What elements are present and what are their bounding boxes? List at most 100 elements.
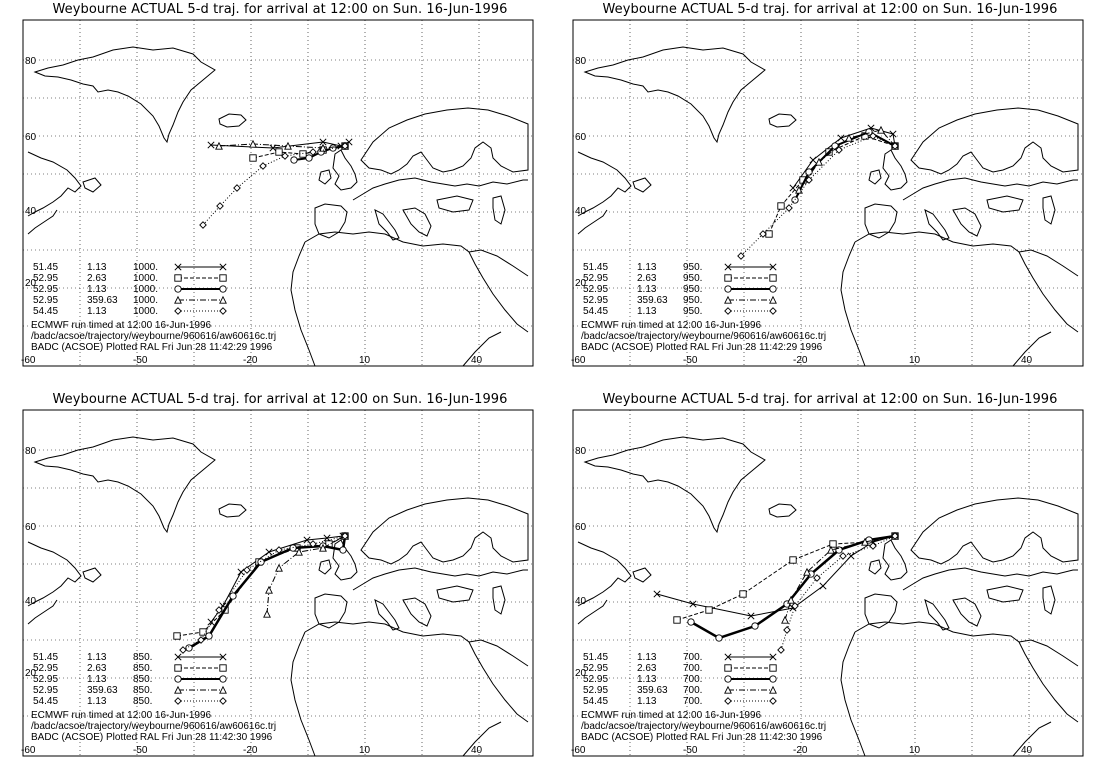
longitude-label: -50 bbox=[133, 745, 148, 756]
diamond-marker bbox=[259, 162, 267, 170]
legend-lon: 1.13 bbox=[637, 674, 657, 685]
legend-lat: 52.95 bbox=[33, 284, 58, 295]
longitude-label: -50 bbox=[133, 355, 148, 366]
footer-line: BADC (ACSOE) Plotted RAL Fri Jun 28 11:4… bbox=[581, 342, 823, 353]
trajectory-line bbox=[740, 135, 896, 257]
legend-lat: 54.45 bbox=[33, 696, 58, 707]
diamond-marker bbox=[275, 546, 283, 554]
diamond-marker bbox=[777, 646, 785, 654]
coastline-europe bbox=[902, 177, 1078, 201]
coastline-italy bbox=[374, 209, 400, 241]
latitude-label: 20 bbox=[575, 668, 587, 679]
coastline-iberia bbox=[314, 593, 348, 629]
longitude-label: -50 bbox=[683, 745, 698, 756]
coastline-iceland bbox=[218, 113, 247, 128]
coastline-ireland bbox=[868, 169, 882, 185]
legend-pressure: 1000. bbox=[133, 284, 158, 295]
square-marker bbox=[199, 628, 207, 636]
legend-pressure: 850. bbox=[133, 663, 152, 674]
cross-marker bbox=[769, 263, 777, 271]
square-marker bbox=[705, 606, 713, 614]
cross-marker bbox=[819, 582, 827, 590]
legend-lat: 51.45 bbox=[583, 262, 608, 273]
legend-pressure: 700. bbox=[683, 663, 702, 674]
diamond-marker bbox=[341, 532, 349, 540]
legend-pressure: 950. bbox=[683, 284, 702, 295]
trajectory-line bbox=[768, 135, 896, 235]
legend-lon: 1.13 bbox=[637, 306, 657, 317]
panel-title: Weybourne ACTUAL 5-d traj. for arrival a… bbox=[602, 392, 1058, 407]
circle-marker bbox=[339, 546, 347, 554]
diamond-marker bbox=[839, 552, 847, 560]
square-marker bbox=[275, 148, 283, 156]
diamond-marker bbox=[785, 204, 793, 212]
coastline-arabia bbox=[1018, 249, 1079, 277]
circle-marker bbox=[769, 285, 777, 293]
coastlines bbox=[27, 436, 529, 757]
diamond-marker bbox=[724, 307, 732, 315]
coastline-newfoundland bbox=[82, 567, 102, 583]
legend: 51.45 1.13 950. 52.95 2.63 950. 52.95 1.13 950. 5… bbox=[583, 262, 777, 317]
triangle-marker bbox=[769, 295, 777, 304]
triangle-marker bbox=[861, 537, 869, 546]
cross-marker bbox=[319, 138, 327, 146]
coastline-italy bbox=[924, 599, 950, 631]
legend-pressure: 700. bbox=[683, 652, 702, 663]
coastline-italy bbox=[374, 599, 400, 631]
legend-lon: 2.63 bbox=[637, 273, 657, 284]
cross-marker bbox=[689, 600, 697, 608]
coastline-blackSea bbox=[986, 585, 1024, 603]
cross-marker bbox=[724, 653, 732, 661]
square-marker bbox=[299, 150, 307, 158]
coastline-africa bbox=[854, 231, 1079, 333]
diamond-marker bbox=[769, 307, 777, 315]
legend-lon: 1.13 bbox=[637, 284, 657, 295]
coastline-usEast bbox=[27, 599, 58, 625]
circle-marker bbox=[724, 675, 732, 683]
coastline-arabia bbox=[468, 639, 529, 667]
trajectory-line bbox=[202, 145, 346, 226]
panel-title: Weybourne ACTUAL 5-d traj. for arrival a… bbox=[602, 2, 1058, 17]
longitude-label: -60 bbox=[21, 745, 36, 756]
trajectory-x bbox=[653, 532, 899, 620]
latitude-label: 60 bbox=[575, 522, 587, 533]
coastline-balkans bbox=[402, 597, 432, 627]
longitude-label: -20 bbox=[243, 355, 258, 366]
legend-lat: 52.95 bbox=[33, 663, 58, 674]
legend-lon: 2.63 bbox=[637, 663, 657, 674]
latitude-label: 20 bbox=[575, 278, 587, 289]
trajectory-panel-950: 20 40 60 80 -60 -50 -20 10 40 51.45 1.13 950. 52.95 2… bbox=[565, 0, 1095, 370]
longitude-label: -60 bbox=[21, 355, 36, 366]
diamond-marker bbox=[891, 532, 899, 540]
triangle-marker bbox=[174, 685, 182, 694]
trajectory-triangle bbox=[215, 139, 349, 152]
latitude-label: 80 bbox=[575, 56, 587, 67]
circle-marker bbox=[751, 622, 759, 630]
latitude-label: 60 bbox=[575, 132, 587, 143]
triangle-marker bbox=[769, 685, 777, 694]
legend-lat: 52.95 bbox=[33, 685, 58, 696]
graticule bbox=[573, 410, 1083, 756]
coastline-corner bbox=[462, 331, 502, 367]
graticule bbox=[23, 20, 533, 366]
square-marker bbox=[739, 590, 747, 598]
legend-pressure: 850. bbox=[133, 685, 152, 696]
legend: 51.45 1.13 700. 52.95 2.63 700. 52.95 1.13 700. 5… bbox=[583, 652, 777, 707]
legend-lon: 1.13 bbox=[637, 696, 657, 707]
panel-title: Weybourne ACTUAL 5-d traj. for arrival a… bbox=[52, 2, 508, 17]
trajectory-diamond bbox=[179, 532, 349, 654]
triangle-marker bbox=[724, 295, 732, 304]
legend-lat: 52.95 bbox=[583, 663, 608, 674]
coastline-iberia bbox=[864, 203, 898, 239]
cross-marker bbox=[265, 548, 273, 556]
circle-marker bbox=[229, 592, 237, 600]
diamond-marker bbox=[197, 636, 205, 644]
latitude-label: 80 bbox=[575, 446, 587, 457]
square-marker bbox=[219, 274, 227, 282]
cross-marker bbox=[747, 612, 755, 620]
footer-line: ECMWF run timed at 12:00 16-Jun-1996 bbox=[31, 710, 212, 721]
triangle-marker bbox=[319, 543, 327, 552]
coastline-ireland bbox=[868, 559, 882, 575]
coastline-corner bbox=[1012, 331, 1052, 367]
coastline-canada bbox=[577, 541, 632, 607]
